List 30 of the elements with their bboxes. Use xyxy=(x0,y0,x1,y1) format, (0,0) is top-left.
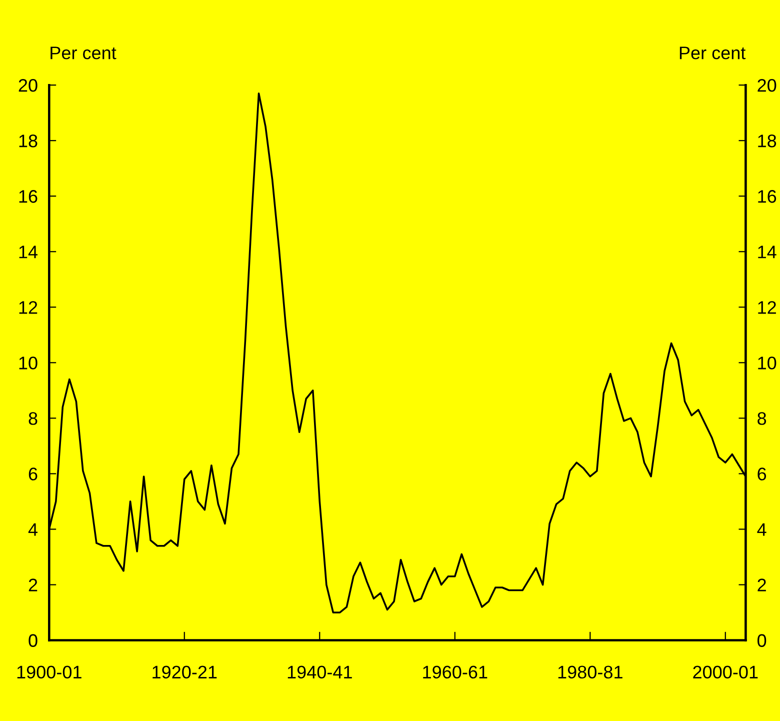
y-tick-label: 16 xyxy=(19,190,38,203)
y-tick-label: 4 xyxy=(28,523,38,536)
y-tick-label: 6 xyxy=(28,468,38,480)
y-tick-label: 10 xyxy=(19,356,38,370)
y2-tick-label: 8 xyxy=(758,412,766,425)
y2-tick-label: 18 xyxy=(758,134,776,148)
y-tick-label: 0 xyxy=(28,634,38,647)
x-tick-label: 1960-61 xyxy=(423,666,488,679)
y2-tick-label: 6 xyxy=(758,468,766,480)
y2-axis-title: Per cent xyxy=(680,46,746,60)
x-tick-label: 1940-41 xyxy=(288,666,352,679)
y2-tick-label: 2 xyxy=(758,578,766,592)
y2-tick-label: 4 xyxy=(757,523,766,536)
y2-tick-label: 20 xyxy=(758,79,776,92)
y-tick-label: 18 xyxy=(19,134,38,148)
y2-tick-label: 14 xyxy=(758,246,776,258)
x-tick-label: 1900-01 xyxy=(17,666,82,679)
x-tick-label: 2000-01 xyxy=(693,666,758,679)
y2-tick-label: 12 xyxy=(758,301,776,314)
y2-tick-label: 16 xyxy=(758,190,776,203)
y-tick-label: 2 xyxy=(28,578,38,592)
x-tick-label: 1980-81 xyxy=(558,666,622,679)
y2-tick-label: 0 xyxy=(757,634,766,647)
y-axis-title: Per cent xyxy=(50,46,116,60)
y2-tick-label: 10 xyxy=(758,356,776,370)
y-tick-label: 12 xyxy=(19,301,38,314)
y-tick-label: 8 xyxy=(28,412,38,425)
y-tick-label: 20 xyxy=(18,79,38,92)
y-tick-label: 14 xyxy=(19,246,38,258)
x-tick-label: 1920-21 xyxy=(152,666,217,679)
